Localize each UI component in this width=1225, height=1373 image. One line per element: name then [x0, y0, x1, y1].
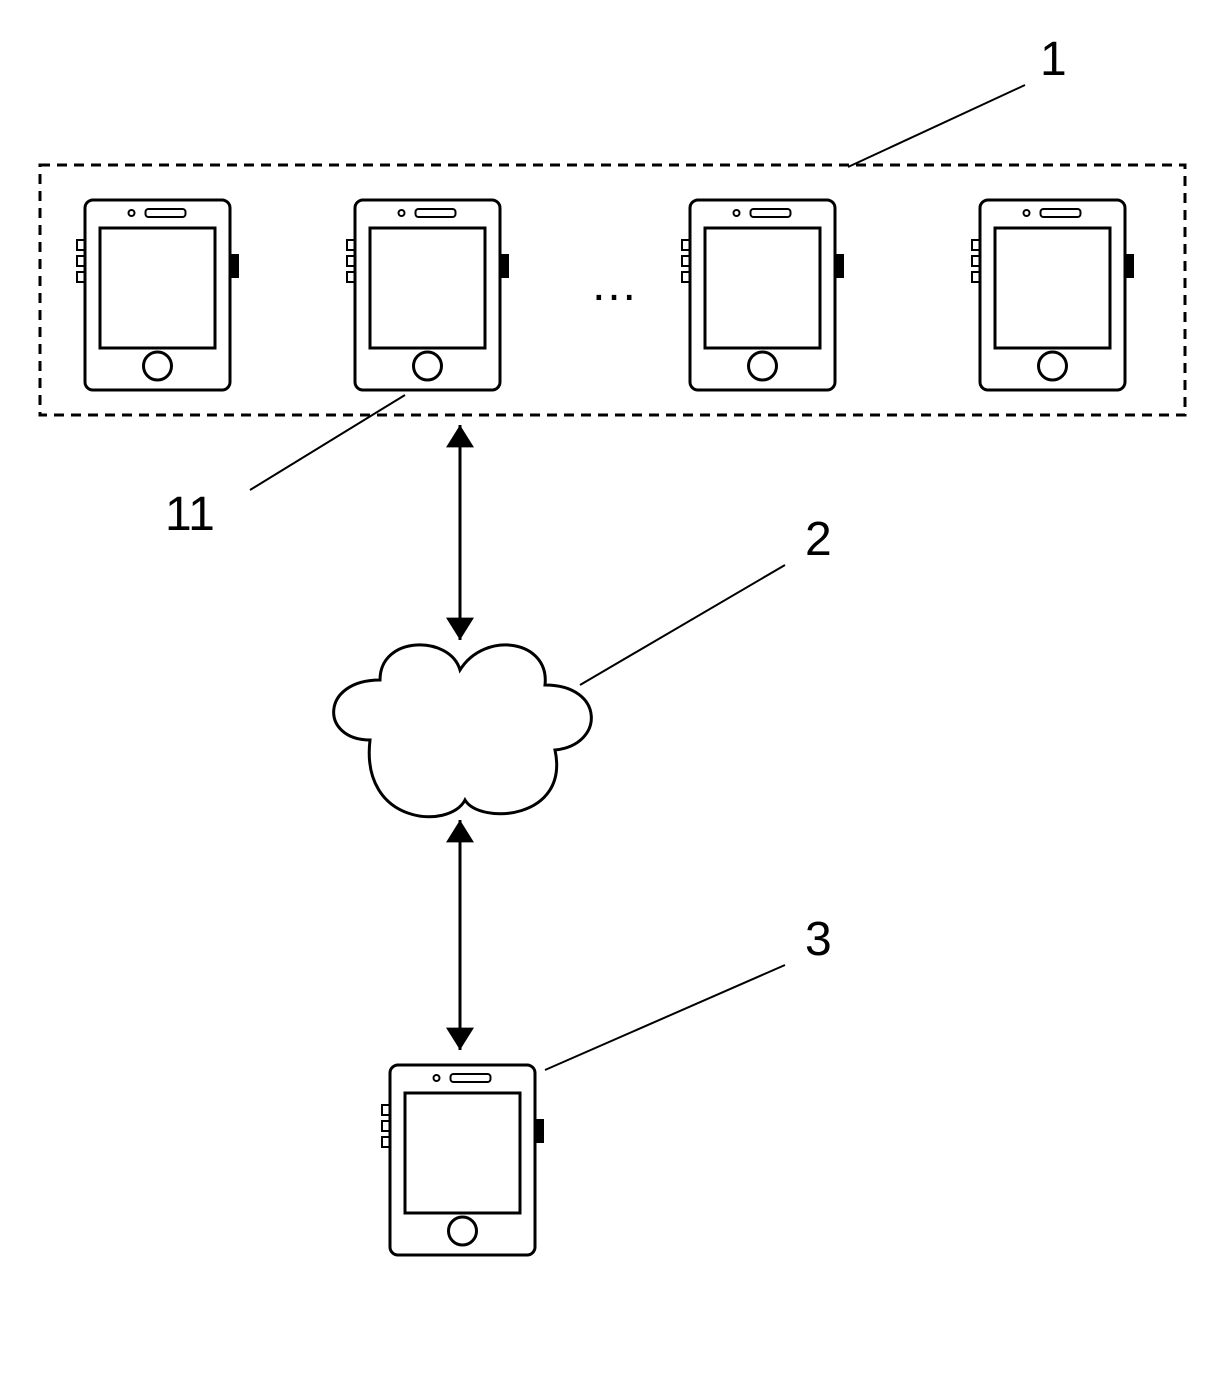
device-4	[972, 200, 1133, 390]
leader-line-device	[250, 395, 405, 490]
device-node3	[382, 1065, 543, 1255]
label-group: 1	[1040, 33, 1067, 86]
arrow-group-to-cloud	[446, 425, 474, 640]
ellipsis: …	[590, 258, 638, 311]
leader-line-node3	[545, 965, 785, 1070]
label-node3: 3	[805, 913, 832, 966]
arrow-cloud-to-node3	[446, 820, 474, 1050]
label-cloud: 2	[805, 513, 832, 566]
device-3	[682, 200, 843, 390]
leader-line-group	[848, 85, 1025, 167]
device-2	[347, 200, 508, 390]
label-device: 11	[165, 488, 215, 541]
leader-line-cloud	[580, 565, 785, 685]
device-1	[77, 200, 238, 390]
cloud-icon	[334, 645, 592, 817]
